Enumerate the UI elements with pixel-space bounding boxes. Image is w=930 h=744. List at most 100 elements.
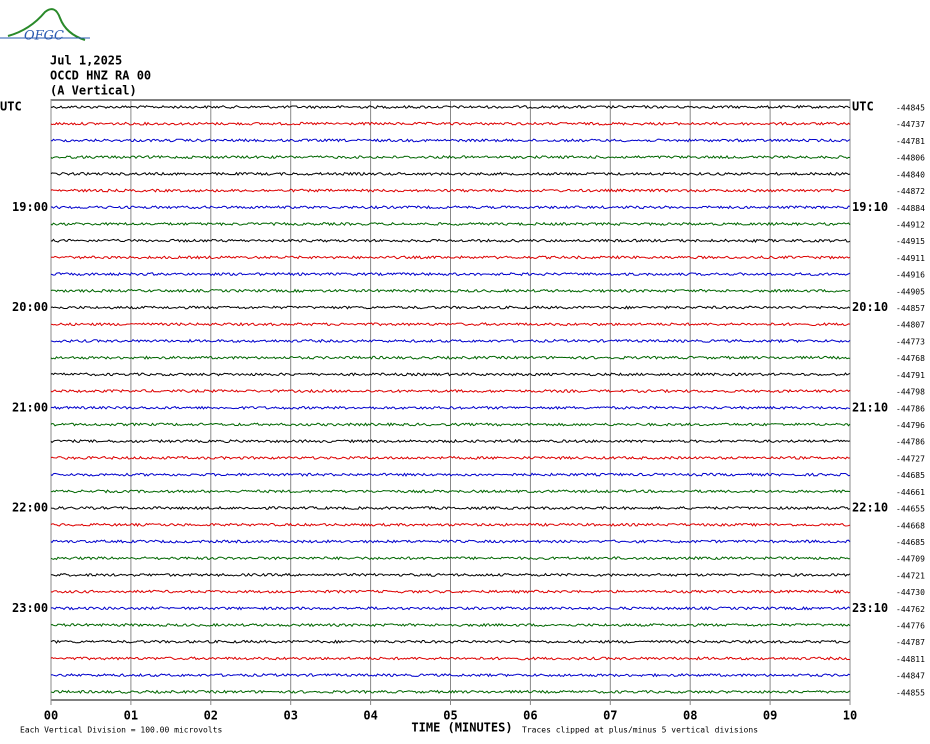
offset-label: -44840	[896, 170, 925, 179]
trace	[50, 238, 851, 243]
trace	[50, 221, 851, 227]
offset-label: -44857	[896, 304, 925, 313]
x-tick-label: 06	[523, 709, 537, 723]
offset-label: -44916	[896, 271, 925, 280]
offset-label: -44737	[896, 120, 925, 129]
x-tick-label: 09	[763, 709, 777, 723]
offset-label: -44786	[896, 404, 925, 413]
offset-label: -44855	[896, 688, 925, 697]
offset-label: -44872	[896, 187, 925, 196]
scale-note: Each Vertical Division = 100.00 microvol…	[20, 726, 222, 735]
time-label-left: 22:00	[12, 501, 48, 515]
trace	[50, 672, 851, 678]
trace	[50, 539, 851, 544]
offset-label: -44845	[896, 104, 925, 113]
x-tick-label: 05	[443, 709, 457, 723]
x-tick-label: 00	[44, 709, 58, 723]
offset-label: -44730	[896, 588, 925, 597]
trace	[50, 455, 851, 461]
trace	[50, 439, 851, 444]
offset-label: -44905	[896, 287, 925, 296]
trace	[50, 322, 851, 327]
time-label-right: 23:10	[852, 601, 888, 615]
offset-label: -44912	[896, 220, 925, 229]
trace	[50, 138, 851, 143]
time-label-left: 21:00	[12, 400, 48, 414]
offset-label: -44685	[896, 538, 925, 547]
clip-note: Traces clipped at plus/minus 5 vertical …	[522, 726, 758, 735]
offset-label: -44709	[896, 555, 925, 564]
time-label-left: 19:00	[12, 200, 48, 214]
x-tick-label: 02	[204, 709, 218, 723]
x-tick-label: 03	[283, 709, 297, 723]
trace	[50, 121, 851, 126]
trace	[50, 155, 851, 160]
x-axis-label: TIME (MINUTES)	[411, 721, 512, 735]
time-label-right: UTC	[852, 100, 874, 114]
offset-label: -44811	[896, 655, 925, 664]
x-tick-label: 08	[683, 709, 697, 723]
offset-label: -44661	[896, 488, 925, 497]
trace	[50, 372, 851, 377]
offset-label: -44884	[896, 204, 925, 213]
title: OCCD HNZ RA 00	[50, 69, 151, 83]
x-tick-label: 01	[124, 709, 138, 723]
trace	[50, 104, 851, 110]
time-label-left: 20:00	[12, 300, 48, 314]
offset-label: -44773	[896, 337, 925, 346]
trace	[50, 606, 851, 611]
trace	[50, 188, 851, 193]
time-label-left: 23:00	[12, 601, 48, 615]
time-label-right: 20:10	[852, 300, 888, 314]
trace	[50, 589, 851, 594]
offset-label: -44911	[896, 254, 925, 263]
trace	[50, 622, 851, 628]
time-label-right: 19:10	[852, 200, 888, 214]
offset-label: -44806	[896, 154, 925, 163]
trace	[50, 556, 851, 561]
trace	[50, 272, 851, 277]
trace	[50, 505, 851, 511]
trace	[50, 338, 851, 344]
offset-label: -44847	[896, 672, 925, 681]
trace	[50, 205, 851, 210]
logo: OFGC	[24, 29, 64, 44]
offset-label: -44787	[896, 638, 925, 647]
time-label-left: UTC	[0, 100, 22, 114]
trace	[50, 355, 851, 360]
trace	[50, 388, 851, 394]
offset-label: -44762	[896, 605, 925, 614]
logo-arc	[7, 8, 86, 41]
offset-label: -44796	[896, 421, 925, 430]
offset-label: -44655	[896, 505, 925, 514]
title: (A Vertical)	[50, 84, 137, 98]
trace	[50, 305, 851, 310]
trace	[50, 489, 851, 494]
offset-label: -44781	[896, 137, 925, 146]
trace	[50, 639, 851, 644]
trace	[50, 422, 851, 427]
trace	[50, 689, 851, 694]
offset-label: -44685	[896, 471, 925, 480]
offset-label: -44768	[896, 354, 925, 363]
title: Jul 1,2025	[50, 54, 122, 68]
offset-label: -44776	[896, 622, 925, 631]
trace	[50, 572, 851, 577]
trace	[50, 405, 851, 411]
trace	[50, 656, 851, 661]
offset-label: -44721	[896, 571, 925, 580]
trace	[50, 255, 851, 260]
trace	[50, 522, 851, 527]
trace	[50, 171, 851, 177]
x-tick-label: 07	[603, 709, 617, 723]
trace	[50, 472, 851, 477]
time-label-right: 21:10	[852, 400, 888, 414]
x-tick-label: 10	[843, 709, 857, 723]
offset-label: -44786	[896, 438, 925, 447]
offset-label: -44668	[896, 521, 925, 530]
time-label-right: 22:10	[852, 501, 888, 515]
offset-label: -44791	[896, 371, 925, 380]
offset-label: -44727	[896, 454, 925, 463]
offset-label: -44798	[896, 388, 925, 397]
